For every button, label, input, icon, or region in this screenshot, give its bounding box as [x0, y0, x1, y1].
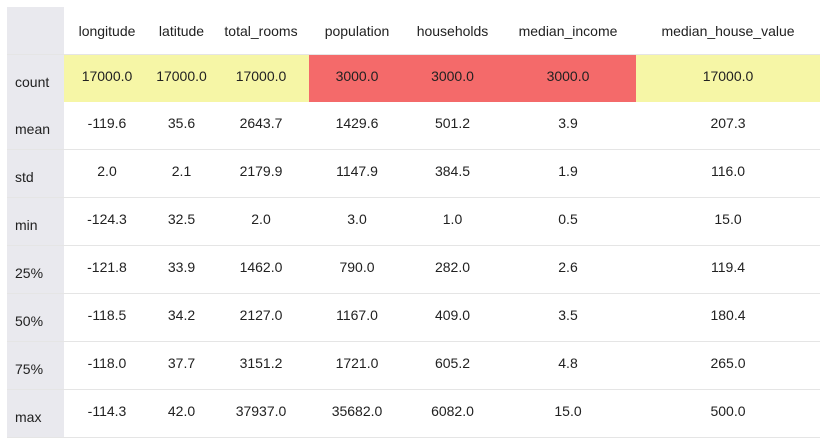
table-cell: 3000.0 — [405, 54, 500, 102]
table-cell: 2643.7 — [213, 102, 309, 150]
row-index-label: max — [7, 389, 64, 438]
table-cell: 34.2 — [150, 293, 213, 342]
row-index-label: mean — [7, 102, 64, 150]
table-cell: 15.0 — [500, 389, 636, 438]
table-cell: 3000.0 — [500, 54, 636, 102]
column-header-latitude: latitude — [150, 7, 213, 55]
table-row: mean -119.6 35.6 2643.7 1429.6 501.2 3.9 207.3 — [7, 102, 820, 150]
table-cell: 42.0 — [150, 389, 213, 438]
row-index-label: 75% — [7, 341, 64, 390]
table-cell: -121.8 — [64, 245, 150, 294]
index-corner-cell — [7, 7, 64, 55]
table-cell: 2.1 — [150, 149, 213, 198]
table-cell: 3.9 — [500, 102, 636, 150]
table-row: count 17000.0 17000.0 17000.0 3000.0 3000.0 30… — [7, 54, 820, 102]
row-index-label: min — [7, 197, 64, 246]
table-cell: 6082.0 — [405, 389, 500, 438]
column-header-longitude: longitude — [64, 7, 150, 55]
column-header-median-income: median_income — [500, 7, 636, 55]
table-cell: 15.0 — [636, 197, 820, 246]
table-cell: 605.2 — [405, 341, 500, 390]
table-cell: 265.0 — [636, 341, 820, 390]
row-index-text: mean — [15, 120, 51, 137]
table-cell: 1721.0 — [309, 341, 405, 390]
table-cell: 35682.0 — [309, 389, 405, 438]
column-header-median-house-value: median_house_value — [636, 7, 820, 55]
table-cell: 2.0 — [64, 149, 150, 198]
table-cell: 0.5 — [500, 197, 636, 246]
table-cell: 4.8 — [500, 341, 636, 390]
table-cell: 37.7 — [150, 341, 213, 390]
table-cell: 17000.0 — [64, 54, 150, 102]
column-header-population: population — [309, 7, 405, 55]
table-cell: 500.0 — [636, 389, 820, 438]
table-cell: 119.4 — [636, 245, 820, 294]
table-cell: 3.5 — [500, 293, 636, 342]
row-index-text: 75% — [15, 360, 44, 377]
table-cell: 1147.9 — [309, 149, 405, 198]
table-cell: 1462.0 — [213, 245, 309, 294]
table-cell: 17000.0 — [636, 54, 820, 102]
table-cell: 3000.0 — [309, 54, 405, 102]
table-cell: -119.6 — [64, 102, 150, 150]
table-row: 75% -118.0 37.7 3151.2 1721.0 605.2 4.8 265.0 — [7, 341, 820, 390]
table-header: longitude latitude total_rooms populatio… — [7, 7, 820, 55]
column-header-households: households — [405, 7, 500, 55]
row-index-label: 50% — [7, 293, 64, 342]
table-cell: -118.0 — [64, 341, 150, 390]
table-cell: 1429.6 — [309, 102, 405, 150]
row-index-text: max — [15, 408, 42, 425]
table-cell: 37937.0 — [213, 389, 309, 438]
row-index-text: min — [15, 216, 38, 233]
table-cell: 384.5 — [405, 149, 500, 198]
row-index-label: 25% — [7, 245, 64, 294]
row-index-text: 25% — [15, 264, 44, 281]
table-cell: -114.3 — [64, 389, 150, 438]
table-row: std 2.0 2.1 2179.9 1147.9 384.5 1.9 116.0 — [7, 149, 820, 198]
table-body: count 17000.0 17000.0 17000.0 3000.0 3000.0 30… — [7, 54, 820, 438]
table-cell: 116.0 — [636, 149, 820, 198]
table-row: 25% -121.8 33.9 1462.0 790.0 282.0 2.6 119.4 — [7, 245, 820, 294]
row-index-text: 50% — [15, 312, 44, 329]
table-cell: 33.9 — [150, 245, 213, 294]
column-header-total-rooms: total_rooms — [213, 7, 309, 55]
table-row: max -114.3 42.0 37937.0 35682.0 6082.0 15.0 500… — [7, 389, 820, 438]
table-cell: 1.0 — [405, 197, 500, 246]
table-cell: 35.6 — [150, 102, 213, 150]
table-cell: 2.6 — [500, 245, 636, 294]
table-row: min -124.3 32.5 2.0 3.0 1.0 0.5 15.0 — [7, 197, 820, 246]
table-cell: 2.0 — [213, 197, 309, 246]
table-cell: 282.0 — [405, 245, 500, 294]
table-cell: -124.3 — [64, 197, 150, 246]
table-cell: 501.2 — [405, 102, 500, 150]
row-index-text: count — [15, 73, 50, 90]
table-cell: 409.0 — [405, 293, 500, 342]
table-cell: 1167.0 — [309, 293, 405, 342]
header-row: longitude latitude total_rooms populatio… — [7, 7, 820, 55]
table-cell: 207.3 — [636, 102, 820, 150]
table-cell: 17000.0 — [150, 54, 213, 102]
row-index-label: std — [7, 149, 64, 198]
table-cell: -118.5 — [64, 293, 150, 342]
table-cell: 790.0 — [309, 245, 405, 294]
table-cell: 180.4 — [636, 293, 820, 342]
table-cell: 2127.0 — [213, 293, 309, 342]
table-cell: 32.5 — [150, 197, 213, 246]
table-cell: 17000.0 — [213, 54, 309, 102]
table-cell: 1.9 — [500, 149, 636, 198]
table-cell: 3151.2 — [213, 341, 309, 390]
describe-stats-table: longitude latitude total_rooms populatio… — [7, 7, 820, 438]
table-cell: 3.0 — [309, 197, 405, 246]
table-cell: 2179.9 — [213, 149, 309, 198]
table-row: 50% -118.5 34.2 2127.0 1167.0 409.0 3.5 180.4 — [7, 293, 820, 342]
row-index-text: std — [15, 168, 34, 185]
row-index-label: count — [7, 54, 64, 102]
